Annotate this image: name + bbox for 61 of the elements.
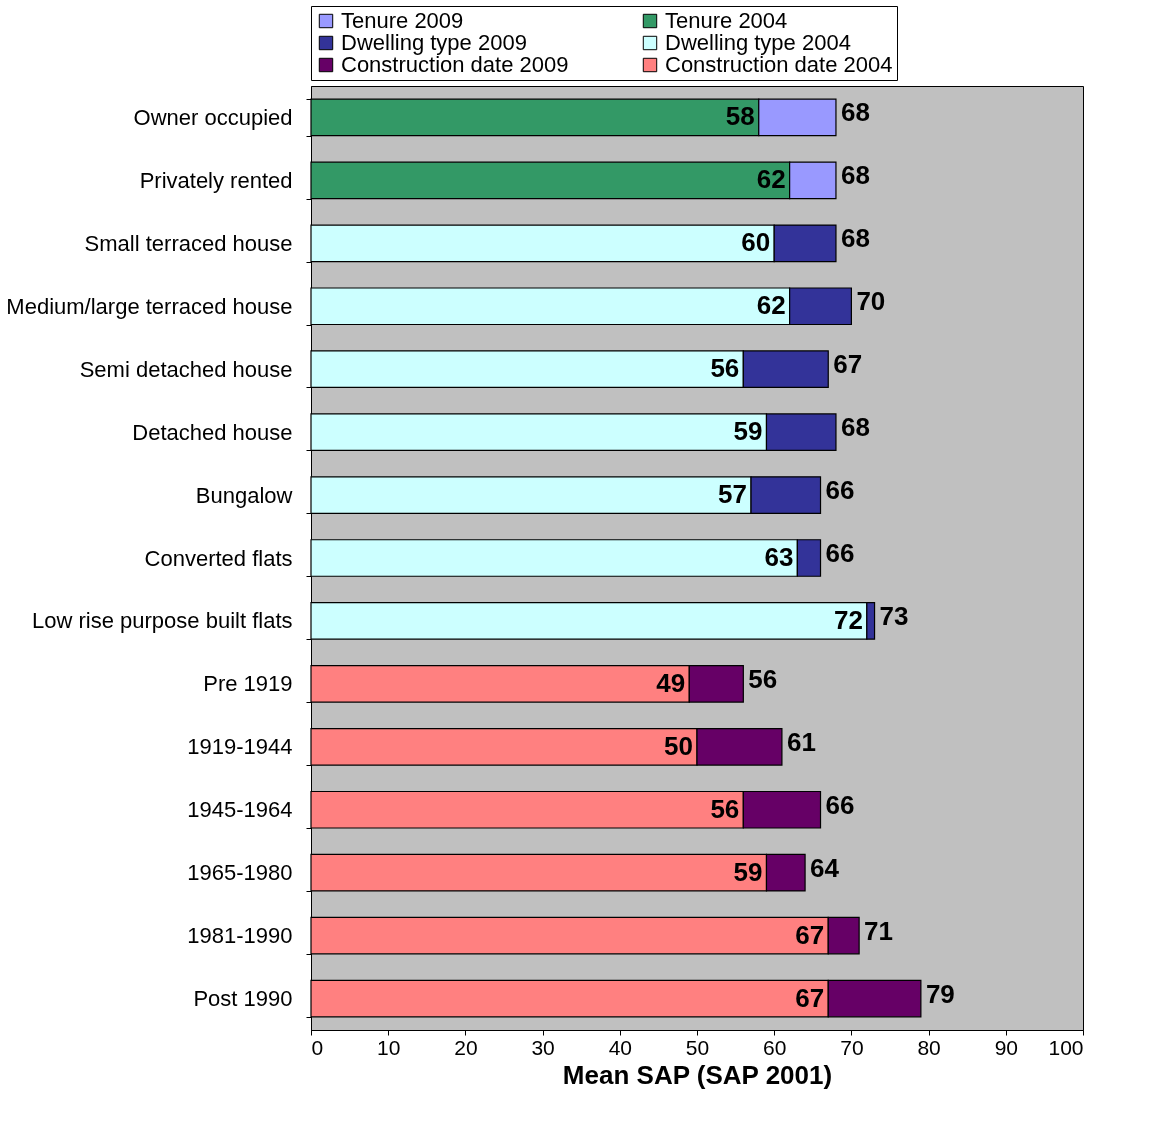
x-tick-label: 0 [311,1035,324,1059]
data-label: 59 [733,416,763,447]
data-label: 50 [664,730,693,761]
total-label: 61 [786,726,816,757]
data-label: 58 [725,101,755,132]
total-label: 68 [840,223,870,254]
y-tick-label: Low rise purpose built flats [32,608,293,634]
legend-label: Tenure 2004 [665,8,788,33]
y-tick-label: Converted flats [144,545,293,571]
x-tick-label: 100 [1048,1035,1084,1059]
y-tick-label: 1919-1944 [187,734,293,760]
data-label: 62 [756,164,786,195]
total-label: 68 [840,160,870,191]
y-tick-label: 1965-1980 [187,860,293,886]
total-label: 56 [748,663,778,694]
legend-label: Tenure 2009 [341,8,464,33]
y-tick-label: 1981-1990 [187,923,293,949]
x-tick-label: 60 [763,1035,787,1059]
data-label: 63 [764,542,794,572]
y-tick-label: Privately rented [139,167,293,193]
total-label: 71 [864,915,894,946]
total-label: 66 [825,475,855,506]
total-label: 66 [825,789,855,820]
legend-label: Dwelling type 2009 [341,30,527,55]
data-label: 72 [833,604,863,635]
total-label: 79 [925,978,955,1009]
x-tick-label: 20 [454,1035,478,1059]
x-tick-label: 50 [685,1035,710,1059]
x-tick-label: 30 [531,1035,555,1059]
data-label: 67 [795,982,825,1013]
total-label: 66 [825,538,855,568]
y-tick-label: Detached house [132,419,293,445]
total-label: 70 [856,286,886,317]
total-label: 68 [840,97,870,128]
y-tick-label: 1945-1964 [187,797,293,823]
total-label: 67 [833,349,863,380]
y-tick-label: Medium/large terraced house [6,293,293,319]
y-tick-label: Small terraced house [84,230,293,256]
data-label: 59 [733,856,763,887]
data-label: 67 [795,919,825,950]
data-label: 62 [756,290,786,321]
data-label: 56 [710,793,740,824]
y-tick-label: Bungalow [195,482,293,508]
y-tick-label: Semi detached house [79,356,293,382]
x-tick-label: 80 [917,1035,941,1059]
data-label: 49 [656,667,686,698]
x-axis-title: Mean SAP (SAP 2001) [562,1059,833,1090]
x-tick-label: 90 [994,1035,1018,1059]
x-tick-label: 10 [377,1035,401,1059]
y-tick-label: Owner occupied [133,104,293,130]
total-label: 68 [840,412,870,443]
legend-label: Dwelling type 2004 [665,30,851,55]
y-tick-label: Post 1990 [193,986,293,1012]
x-tick-label: 40 [608,1035,632,1059]
y-tick-label: Pre 1919 [203,671,293,697]
data-label: 57 [718,479,748,510]
data-label: 56 [710,353,740,384]
x-tick-label: 70 [840,1035,864,1059]
data-label: 60 [741,227,771,258]
total-label: 73 [879,600,909,631]
total-label: 64 [810,852,840,883]
